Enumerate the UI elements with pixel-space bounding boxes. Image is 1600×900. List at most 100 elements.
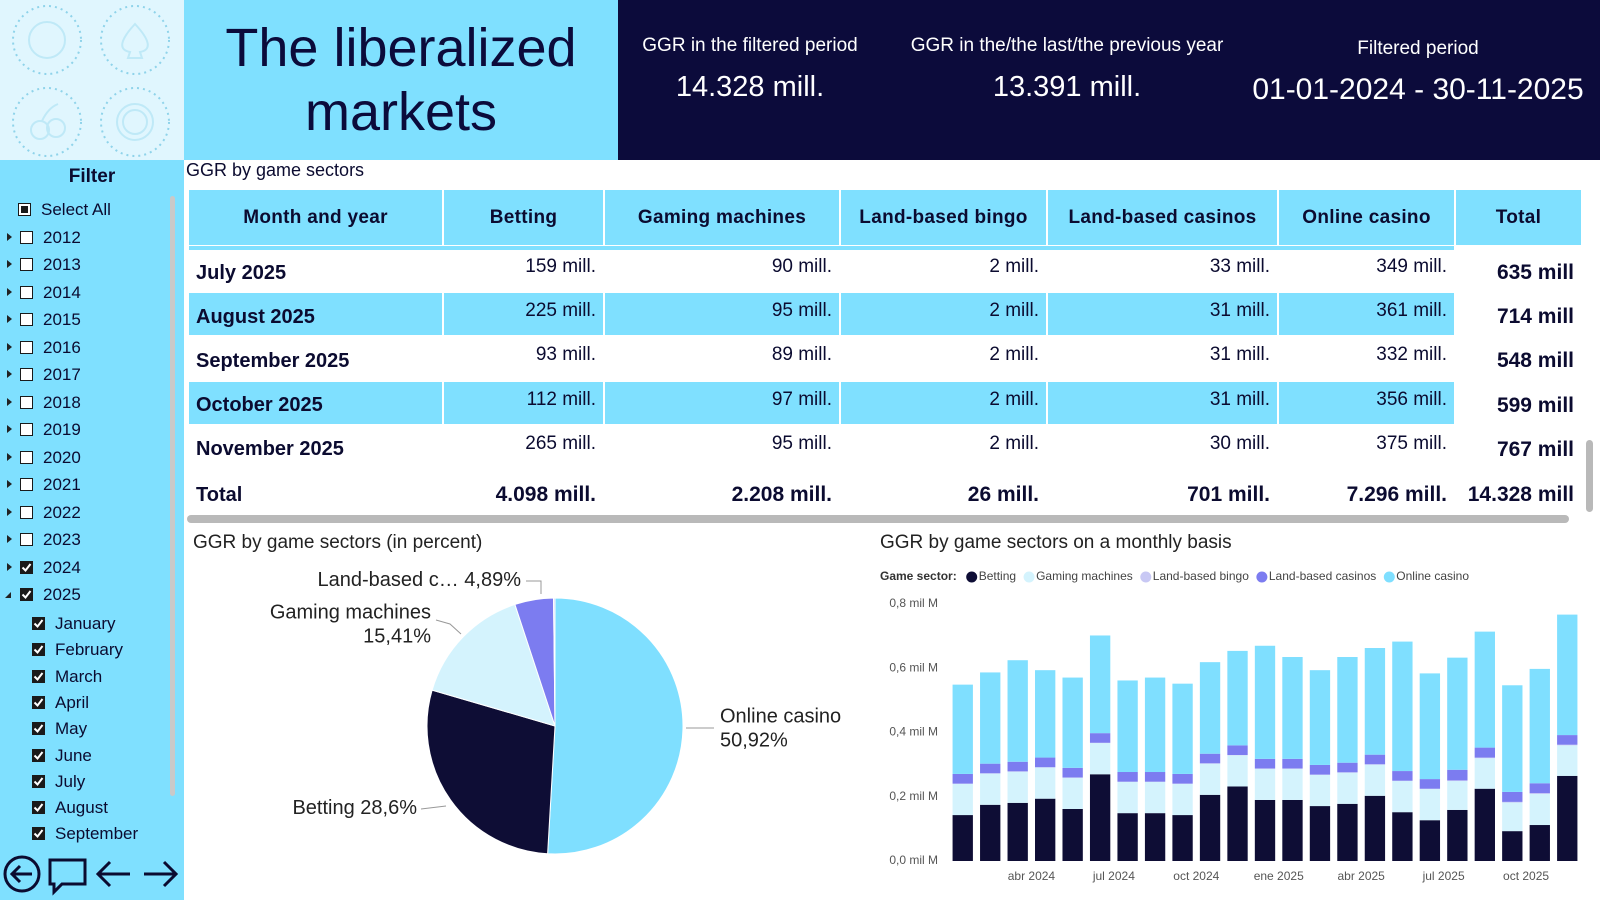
legend-label[interactable]: Land-based casinos (1269, 569, 1376, 583)
collapse-arrow[interactable] (5, 592, 11, 598)
expand-arrow[interactable] (7, 315, 12, 323)
filter-item[interactable]: 2021 (0, 473, 168, 497)
expand-arrow[interactable] (7, 507, 12, 516)
bar-segment (1062, 677, 1083, 768)
filter-item[interactable]: 2024 (0, 556, 168, 580)
filter-item[interactable]: May (0, 717, 168, 741)
filter-label: 2018 (43, 392, 81, 412)
kpi-value: 14.328 mill. (675, 71, 825, 103)
checkbox (32, 801, 45, 815)
bar-segment (1282, 657, 1303, 759)
expand-arrow[interactable] (7, 287, 12, 296)
bar-segment (1007, 802, 1028, 861)
slice-label-group: Betting 28,6% (292, 797, 417, 819)
expand-arrow[interactable] (7, 562, 12, 571)
filter-item[interactable]: March (0, 665, 168, 689)
bar-segment (1309, 670, 1331, 765)
table-cell: 31 mill. (1048, 381, 1277, 424)
expand-arrow[interactable] (7, 260, 12, 268)
expand-arrow[interactable] (7, 535, 12, 543)
filter-item[interactable]: April (0, 691, 168, 715)
bar-segment (1172, 683, 1193, 774)
bar-segment (1144, 813, 1166, 861)
bar-segment (1419, 789, 1441, 821)
filter-item[interactable]: 2015 (0, 308, 168, 332)
legend-label[interactable]: Land-based bingo (1153, 569, 1249, 583)
expand-arrow[interactable] (7, 232, 12, 241)
filter-item[interactable]: August (0, 796, 168, 820)
table-cell: 332 mill. (1376, 344, 1447, 366)
expand-arrow[interactable] (7, 342, 12, 351)
bar-segment (1419, 779, 1441, 789)
comment-button[interactable] (48, 858, 87, 896)
filter-item[interactable]: Select All (0, 198, 168, 222)
bar-segment (1172, 815, 1193, 861)
legend-label[interactable]: Online casino (1396, 569, 1469, 583)
bar-segment (1089, 743, 1111, 775)
bar-segment (1282, 758, 1303, 769)
expand-arrow[interactable] (7, 397, 12, 406)
table-cell: 97 mill. (605, 381, 839, 424)
filter-item[interactable]: 2012 (0, 226, 168, 250)
filter-item[interactable]: 2022 (0, 501, 168, 525)
table-cell: 30 mill. (1209, 432, 1270, 454)
bar-segment (980, 672, 1001, 764)
check-icon (33, 698, 44, 707)
filter-item[interactable]: 2017 (0, 363, 168, 387)
previous-button[interactable] (95, 860, 130, 888)
scrollbar[interactable] (170, 196, 175, 796)
filter-item[interactable]: 2023 (0, 528, 168, 552)
bar-segment (1035, 798, 1056, 861)
legend-swatch (966, 571, 978, 583)
legend-label[interactable]: Betting (979, 569, 1016, 583)
filter-item[interactable]: January (0, 612, 168, 636)
legend-label[interactable]: Gaming machines (1036, 569, 1133, 583)
table-cell: 361 mill. (1279, 293, 1454, 336)
filter-item[interactable]: 2020 (0, 446, 168, 470)
filter-item[interactable]: June (0, 744, 168, 768)
filter-item[interactable]: 2014 (0, 281, 168, 305)
bar-segment (1199, 662, 1221, 754)
filter-label: 2014 (43, 282, 81, 302)
filter-item[interactable]: 2025 (0, 583, 168, 607)
bar-segment (1117, 680, 1138, 773)
expand-arrow[interactable] (7, 480, 12, 488)
y-tick-label: 0,6 mil M (889, 660, 938, 674)
bar-segment (1227, 650, 1248, 746)
x-tick-label: jul 2025 (1422, 869, 1465, 883)
bar-segment (952, 783, 973, 816)
check-mark (33, 803, 44, 813)
checkbox (20, 450, 33, 464)
next-button[interactable] (144, 860, 179, 888)
filter-item[interactable]: 2018 (0, 391, 168, 415)
bar-segment (1474, 758, 1495, 789)
filter-item[interactable]: 2019 (0, 418, 168, 442)
back-button[interactable] (3, 855, 41, 893)
expand-arrow[interactable] (7, 425, 12, 433)
bar-segment (1089, 774, 1111, 861)
bar-segment (1117, 781, 1138, 814)
bar-segment (1474, 788, 1495, 861)
checkbox (32, 827, 45, 841)
filter-label: Select All (41, 200, 111, 219)
bar-segment (1144, 772, 1166, 782)
check-mark (33, 750, 44, 760)
legend-swatch (1140, 571, 1152, 583)
filter-item[interactable]: 2013 (0, 253, 168, 277)
filter-item[interactable]: September (0, 822, 168, 846)
table-cell: 635 mill (1496, 261, 1574, 284)
filter-item[interactable]: July (0, 770, 168, 794)
bar-segment (1199, 794, 1221, 861)
v-scrollbar[interactable] (1586, 440, 1593, 512)
expand-arrow[interactable] (7, 452, 12, 461)
bar-segment (1035, 767, 1056, 799)
filter-item[interactable]: February (0, 638, 168, 662)
h-scrollbar[interactable] (187, 515, 1569, 523)
bar-segment (1419, 820, 1441, 861)
bar-segment (952, 815, 973, 861)
bar-segment (1337, 803, 1358, 861)
bar-segment (1254, 758, 1276, 769)
filter-item[interactable]: 2016 (0, 336, 168, 360)
expand-arrow[interactable] (7, 370, 12, 378)
